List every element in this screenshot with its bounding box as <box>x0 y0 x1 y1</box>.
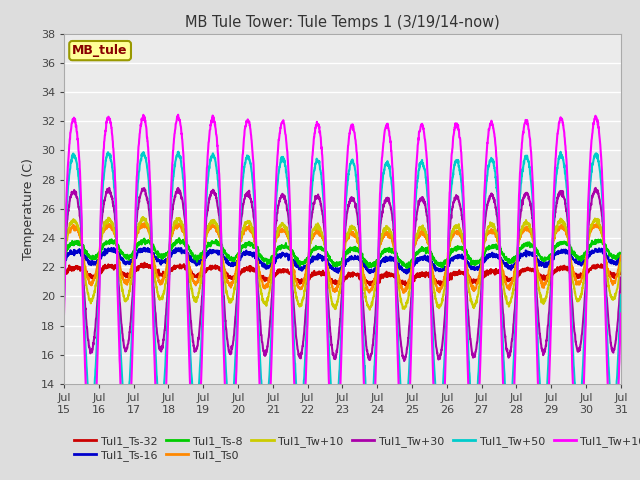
Text: MB_tule: MB_tule <box>72 44 128 57</box>
Legend: Tul1_Ts-32, Tul1_Ts-16, Tul1_Ts-8, Tul1_Ts0, Tul1_Tw+10, Tul1_Tw+30, Tul1_Tw+50,: Tul1_Ts-32, Tul1_Ts-16, Tul1_Ts-8, Tul1_… <box>70 432 640 466</box>
Title: MB Tule Tower: Tule Temps 1 (3/19/14-now): MB Tule Tower: Tule Temps 1 (3/19/14-now… <box>185 15 500 30</box>
Y-axis label: Temperature (C): Temperature (C) <box>22 158 35 260</box>
